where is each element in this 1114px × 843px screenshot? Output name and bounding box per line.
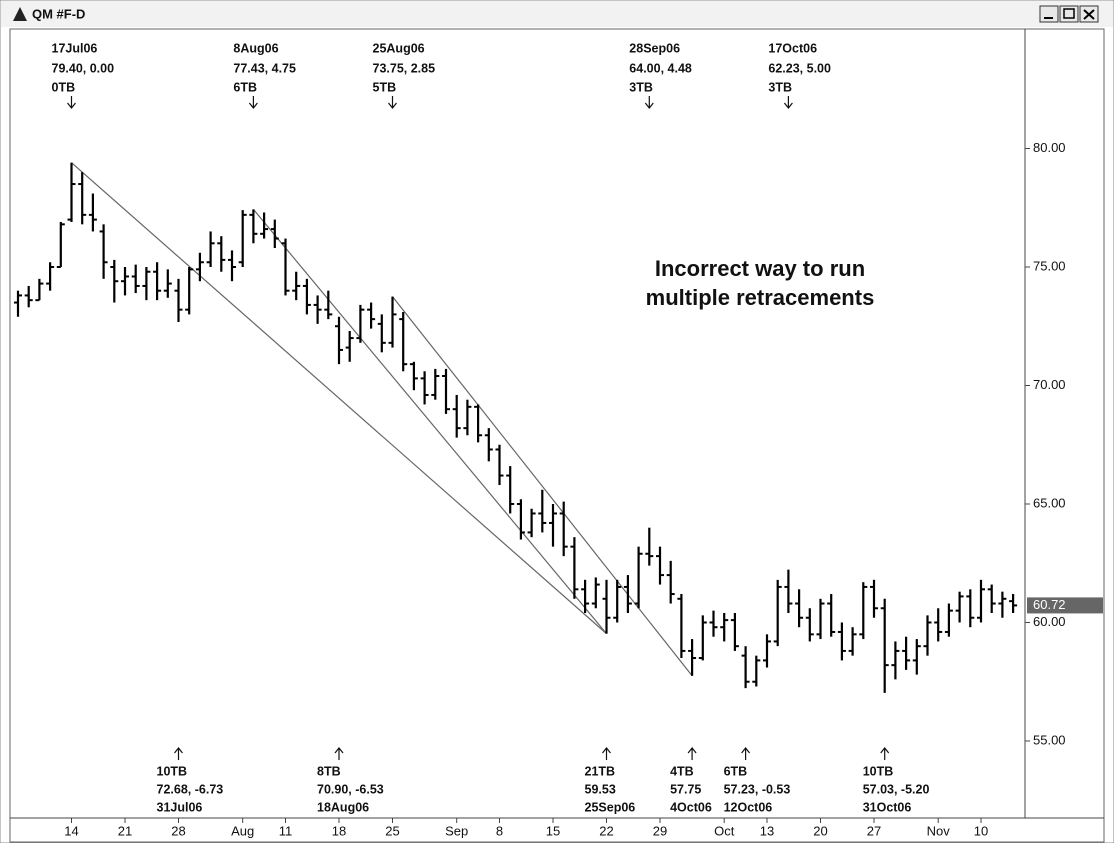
anno-tb: 6TB <box>233 80 257 94</box>
x-tick-label: 20 <box>813 823 827 838</box>
annotation-line: multiple retracements <box>646 285 875 310</box>
anno-date: 18Aug06 <box>317 800 369 814</box>
anno-date: 4Oct06 <box>670 800 712 814</box>
anno-date: 31Oct06 <box>863 800 912 814</box>
x-tick-label: 25 <box>385 823 399 838</box>
window-buttons[interactable] <box>1039 5 1099 23</box>
anno-arrow <box>248 96 258 109</box>
x-tick-label: 29 <box>653 823 667 838</box>
anno-arrow <box>741 747 751 760</box>
last-price-box <box>1027 597 1103 614</box>
anno-arrow <box>880 747 890 760</box>
anno-values: 79.40, 0.00 <box>52 61 115 75</box>
anno-tb: 5TB <box>373 80 397 94</box>
anno-arrow <box>602 747 611 760</box>
anno-tb: 0TB <box>52 80 76 94</box>
anno-date: 8Aug06 <box>233 41 278 55</box>
x-tick-label: 13 <box>760 823 774 838</box>
anno-arrow <box>174 747 183 760</box>
anno-values: 72.68, -6.73 <box>157 782 224 796</box>
anno-arrow <box>334 747 344 760</box>
x-tick-label: 22 <box>599 823 613 838</box>
anno-arrow <box>687 747 697 760</box>
y-tick-label: 60.00 <box>1033 614 1066 629</box>
anno-values: 57.03, -5.20 <box>863 782 930 796</box>
anno-date: 25Aug06 <box>373 41 425 55</box>
trend-line <box>252 209 607 635</box>
x-tick-label: 18 <box>332 823 346 838</box>
trend-line <box>392 296 693 677</box>
x-tick-label: Oct <box>714 823 735 838</box>
trend-line <box>71 162 607 635</box>
minimize-button[interactable] <box>1039 5 1059 23</box>
anno-arrow <box>388 96 397 109</box>
y-tick-label: 75.00 <box>1033 258 1066 273</box>
anno-tb: 4TB <box>670 764 694 778</box>
anno-tb: 10TB <box>157 764 188 778</box>
y-tick-label: 70.00 <box>1033 377 1066 392</box>
anno-date: 17Jul06 <box>52 41 98 55</box>
anno-tb: 6TB <box>724 764 748 778</box>
app-icon <box>13 7 27 21</box>
x-tick-label: 11 <box>279 823 293 838</box>
anno-values: 59.53 <box>585 782 616 796</box>
anno-tb: 10TB <box>863 764 894 778</box>
x-tick-label: 21 <box>118 823 132 838</box>
anno-values: 77.43, 4.75 <box>233 61 296 75</box>
anno-values: 73.75, 2.85 <box>373 61 436 75</box>
y-tick-label: 65.00 <box>1033 495 1066 510</box>
anno-arrow <box>644 96 654 109</box>
anno-values: 57.75 <box>670 782 701 796</box>
x-tick-label: 27 <box>867 823 881 838</box>
x-tick-label: Sep <box>445 823 468 838</box>
anno-date: 12Oct06 <box>724 800 773 814</box>
anno-tb: 8TB <box>317 764 341 778</box>
y-tick-label: 80.00 <box>1033 140 1066 155</box>
anno-date: 25Sep06 <box>585 800 636 814</box>
anno-values: 70.90, -6.53 <box>317 782 384 796</box>
maximize-icon <box>1063 8 1075 19</box>
anno-date: 17Oct06 <box>768 41 817 55</box>
x-tick-label: Aug <box>231 823 254 838</box>
x-tick-label: 8 <box>496 823 503 838</box>
anno-date: 28Sep06 <box>629 41 680 55</box>
x-tick-label: 15 <box>546 823 560 838</box>
annotation-line: Incorrect way to run <box>655 256 865 281</box>
title-bar <box>1 1 1113 27</box>
anno-date: 31Jul06 <box>157 800 203 814</box>
anno-values: 62.23, 5.00 <box>768 61 831 75</box>
x-tick-label: 14 <box>64 823 78 838</box>
last-price-label: 60.72 <box>1033 597 1066 612</box>
x-tick-label: 10 <box>974 823 988 838</box>
y-tick-label: 55.00 <box>1033 732 1066 747</box>
anno-tb: 3TB <box>768 80 792 94</box>
anno-tb: 3TB <box>629 80 653 94</box>
close-icon <box>1083 9 1095 20</box>
anno-arrow <box>67 96 76 109</box>
anno-tb: 21TB <box>585 764 616 778</box>
anno-arrow <box>783 96 793 109</box>
x-tick-label: 28 <box>171 823 185 838</box>
anno-values: 64.00, 4.48 <box>629 61 692 75</box>
chart-frame <box>9 28 1105 843</box>
x-tick-label: Nov <box>927 823 951 838</box>
anno-values: 57.23, -0.53 <box>724 782 791 796</box>
window-title: QM #F-D <box>32 6 85 21</box>
